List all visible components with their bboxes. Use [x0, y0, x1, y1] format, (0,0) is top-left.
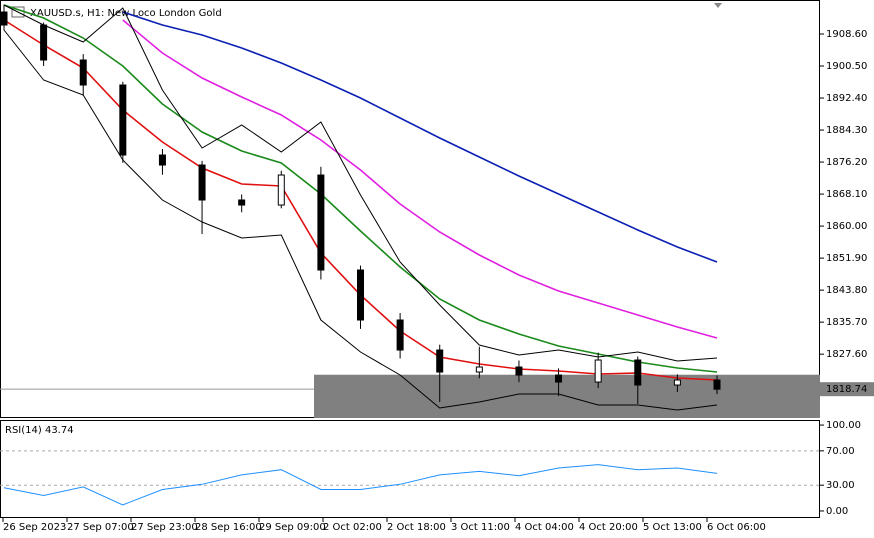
scroll-marker: [714, 3, 722, 8]
candle-body: [673, 379, 681, 386]
indicator-line: [3, 29, 718, 411]
y-tick-label: 100.00: [826, 420, 861, 431]
x-tick-label: 27 Sep 07:00: [67, 522, 134, 533]
x-tick-label: 26 Sep 2023: [3, 522, 66, 533]
y-tick-label: 1908.60: [826, 29, 867, 40]
candle-body: [396, 319, 404, 351]
candle-body: [317, 174, 325, 271]
x-tick-label: 28 Sep 16:00: [195, 522, 262, 533]
indicator-line: [122, 11, 718, 263]
x-tick-label: 2 Oct 02:00: [323, 522, 382, 533]
y-tick-label: 1827.60: [826, 349, 867, 360]
y-tick-label: 1868.10: [826, 189, 867, 200]
y-tick-label: 1876.20: [826, 157, 867, 168]
y-tick-label: 1900.50: [826, 61, 867, 72]
candle-body: [198, 164, 206, 201]
candle-body: [357, 269, 364, 321]
candle-body: [634, 359, 642, 386]
x-tick-label: 3 Oct 11:00: [451, 522, 510, 533]
y-tick-label: 1835.70: [826, 317, 867, 328]
candle-body: [436, 349, 444, 373]
rsi-line: [3, 464, 718, 506]
candle-body: [594, 359, 602, 383]
last-price-box: [820, 382, 874, 397]
y-tick-label: 30.00: [826, 480, 855, 491]
candle-body: [515, 366, 523, 376]
candle-body: [79, 59, 87, 86]
x-tick-label: 29 Sep 09:00: [259, 522, 326, 533]
x-tick-label: 4 Oct 20:00: [579, 522, 638, 533]
x-tick-label: 4 Oct 04:00: [515, 522, 574, 533]
y-tick-label: 1884.30: [826, 125, 867, 136]
candle-body: [277, 174, 285, 206]
candle-body: [475, 366, 483, 373]
candle-body: [555, 374, 563, 383]
y-tick-label: 1860.00: [826, 221, 867, 232]
candle-body: [713, 379, 721, 390]
indicator-line: [122, 19, 718, 339]
candle-body: [119, 84, 127, 156]
y-tick-label: 70.00: [826, 446, 855, 457]
rsi-title: RSI(14) 43.74: [5, 425, 74, 436]
candle-body: [238, 199, 246, 206]
x-tick-label: 6 Oct 06:00: [707, 522, 766, 533]
x-tick-label: 27 Sep 23:00: [131, 522, 198, 533]
rsi-panel: [0, 420, 820, 518]
candle-body: [0, 11, 8, 26]
x-tick-label: 5 Oct 13:00: [643, 522, 702, 533]
y-tick-label: 1843.80: [826, 285, 867, 296]
main-panel: [0, 0, 820, 418]
candle-body: [40, 24, 48, 61]
last-price-label: 1818.74: [826, 384, 867, 395]
y-tick-label: 0.00: [826, 506, 848, 517]
candle-body: [158, 154, 166, 166]
x-tick-label: 2 Oct 18:00: [387, 522, 446, 533]
y-tick-label: 1892.40: [826, 93, 867, 104]
y-tick-label: 1851.90: [826, 253, 867, 264]
